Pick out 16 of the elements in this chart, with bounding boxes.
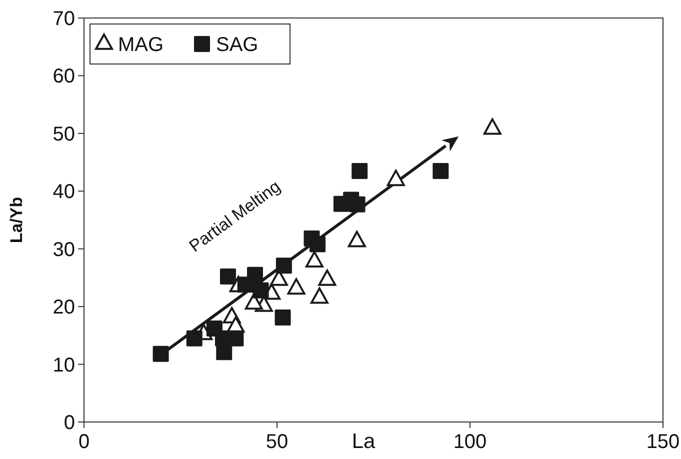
x-tick-label: 150	[646, 431, 680, 453]
y-tick-label: 20	[52, 296, 75, 319]
legend-label: MAG	[118, 34, 164, 56]
x-axis-title: La	[352, 430, 376, 453]
y-tick-label: 10	[52, 354, 75, 376]
y-tick-label: 0	[64, 412, 75, 434]
x-tick-label: 50	[266, 431, 288, 453]
y-axis-title: La/Yb	[7, 196, 26, 244]
y-tick-label: 50	[52, 123, 75, 146]
legend-label: SAG	[216, 34, 258, 56]
y-tick-label: 70	[52, 8, 75, 30]
x-tick-label: 100	[453, 431, 487, 453]
y-tick-label: 40	[52, 181, 75, 204]
y-tick-label: 30	[52, 238, 75, 261]
x-tick-label: 0	[78, 431, 90, 453]
y-tick-label: 60	[52, 66, 75, 88]
